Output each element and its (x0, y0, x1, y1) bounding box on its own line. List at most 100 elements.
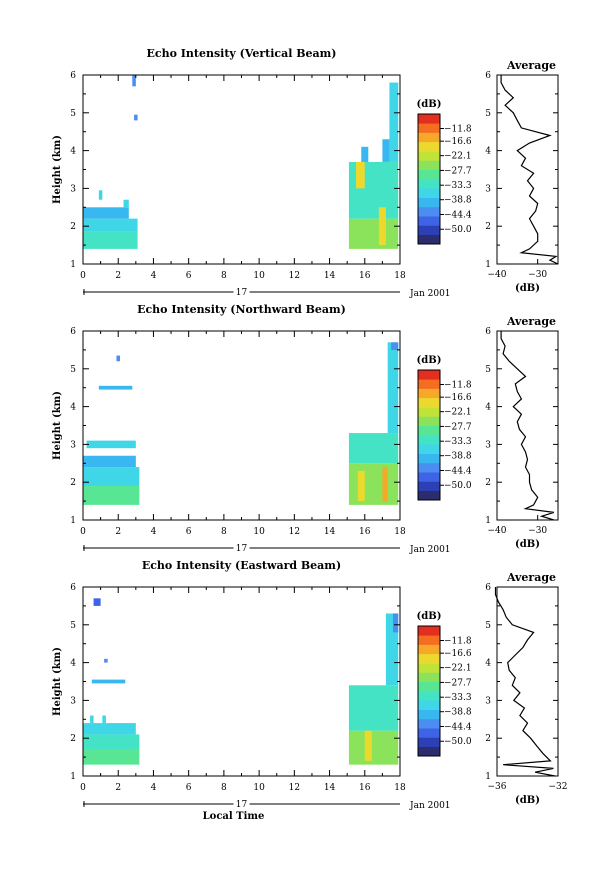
heatmap-cell (348, 730, 399, 765)
colorbar-segment (418, 663, 440, 673)
heatmap-cell (357, 470, 365, 502)
colorbar-label: −50.0 (444, 737, 472, 747)
heatmap-cells (83, 342, 399, 505)
heatmap-cell (83, 231, 138, 249)
avg-y-tick-label: 2 (485, 478, 491, 488)
colorbar-segment (418, 188, 440, 198)
colorbar-segment (418, 746, 440, 757)
colorbar-label: −33.3 (444, 437, 472, 447)
x-tick-label: 10 (253, 527, 265, 537)
avg-x-tick-label: −30 (528, 270, 547, 280)
x-tick-label: 10 (253, 783, 265, 793)
heatmap-cell (90, 715, 94, 724)
colorbar-label: −22.1 (444, 152, 472, 162)
colorbar-segment (418, 234, 440, 245)
x-tick-label: 8 (221, 271, 227, 281)
colorbar-label: −44.4 (444, 722, 472, 732)
avg-y-tick-label: 3 (485, 440, 491, 450)
colorbar-segment (418, 114, 440, 124)
x-tick-label: 2 (115, 783, 121, 793)
colorbar-segment (418, 635, 440, 645)
colorbar-label: −50.0 (444, 481, 472, 491)
date-marker: 17 (236, 288, 248, 298)
date-marker: 17 (236, 544, 248, 554)
colorbar-segment (418, 700, 440, 710)
x-tick-label: 18 (394, 527, 406, 537)
avg-y-tick-label: 4 (485, 147, 491, 157)
average-profile-panel: Average 1 2 3 4 5 6 −40 −30 (dB) (485, 59, 559, 294)
colorbar-label: −16.6 (444, 137, 472, 147)
heatmap-cell (123, 199, 129, 208)
avg-x-tick-label: −32 (549, 782, 568, 792)
colorbar-segment (418, 444, 440, 454)
colorbar-segment (418, 462, 440, 473)
y-tick-label: 6 (70, 327, 76, 337)
heatmap-cell (102, 715, 106, 724)
x-tick-label: 4 (151, 527, 157, 537)
colorbar-label: −44.4 (444, 210, 472, 220)
heatmap-cell (83, 467, 140, 486)
colorbar-segment (418, 718, 440, 729)
colorbar-segment (418, 216, 440, 226)
chart-panel-0: Echo Intensity (Vertical Beam)0 2 4 6 8 10 12 1… (52, 47, 559, 299)
y-tick-label: 2 (70, 222, 76, 232)
heatmap-cells (83, 598, 399, 765)
avg-y-tick-label: 3 (485, 696, 491, 706)
heatmap-cell (348, 218, 399, 249)
colorbar-segment (418, 225, 440, 236)
x-tick-label: 6 (186, 271, 192, 281)
y-axis-label: Height (km) (52, 647, 63, 716)
heatmap-cell (98, 385, 133, 390)
heatmap-cell (83, 455, 136, 468)
colorbar-segment (418, 653, 440, 664)
average-profile-line (494, 587, 556, 777)
average-profile-panel: Average 1 2 3 4 5 6 −40 −30 (dB) (485, 315, 559, 550)
y-tick-label: 5 (70, 365, 76, 375)
average-profile-line (500, 75, 559, 265)
heatmap-cell (364, 730, 372, 761)
colorbar-label: −38.8 (444, 196, 472, 206)
y-tick-label: 2 (70, 734, 76, 744)
chart-panel-2: Echo Intensity (Eastward Beam)0 2 4 6 8 10 12 1… (52, 559, 568, 822)
average-frame (496, 330, 559, 521)
x-axis-label: Local Time (203, 811, 265, 822)
average-title: Average (506, 315, 556, 328)
date-label: Jan 2001 (409, 545, 451, 555)
x-tick-label: 16 (359, 271, 371, 281)
date-marker: 17 (236, 800, 248, 810)
colorbar-unit: (dB) (417, 355, 442, 366)
date-label: Jan 2001 (409, 801, 451, 811)
colorbar: (dB) −11.8 −16.6 −22.1 −27.7 −33.3 −38.8 −44.4 −… (417, 611, 472, 757)
avg-x-tick-label: −36 (488, 782, 507, 792)
colorbar-segment (418, 397, 440, 408)
heatmap-cell (83, 734, 140, 750)
colorbar-segment (418, 435, 440, 445)
y-tick-label: 2 (70, 478, 76, 488)
colorbar-segment (418, 169, 440, 180)
colorbar-segment (418, 453, 440, 464)
colorbar-segment (418, 681, 440, 692)
colorbar-segment (418, 141, 440, 152)
date-label: Jan 2001 (409, 289, 451, 299)
colorbar-label: −22.1 (444, 664, 472, 674)
heatmap-cell (86, 440, 136, 449)
avg-x-tick-label: −40 (488, 270, 507, 280)
average-profile-line (500, 331, 555, 521)
heatmap-cell (387, 342, 399, 434)
heatmap-cell (355, 161, 365, 189)
avg-y-tick-label: 1 (485, 516, 491, 526)
heatmap-cell (378, 207, 386, 246)
x-tick-label: 8 (221, 527, 227, 537)
colorbar-label: −11.8 (444, 125, 472, 135)
heatmap-cell (348, 463, 399, 505)
heatmap-cell (392, 613, 399, 633)
y-tick-label: 1 (70, 516, 76, 526)
avg-x-axis-label: (dB) (515, 539, 540, 550)
colorbar-segment (418, 481, 440, 492)
colorbar-segment (418, 691, 440, 701)
colorbar-segment (418, 416, 440, 427)
heatmap-cell (98, 190, 103, 200)
colorbar-segment (418, 206, 440, 217)
colorbar-label: −16.6 (444, 393, 472, 403)
avg-y-tick-label: 4 (485, 403, 491, 413)
